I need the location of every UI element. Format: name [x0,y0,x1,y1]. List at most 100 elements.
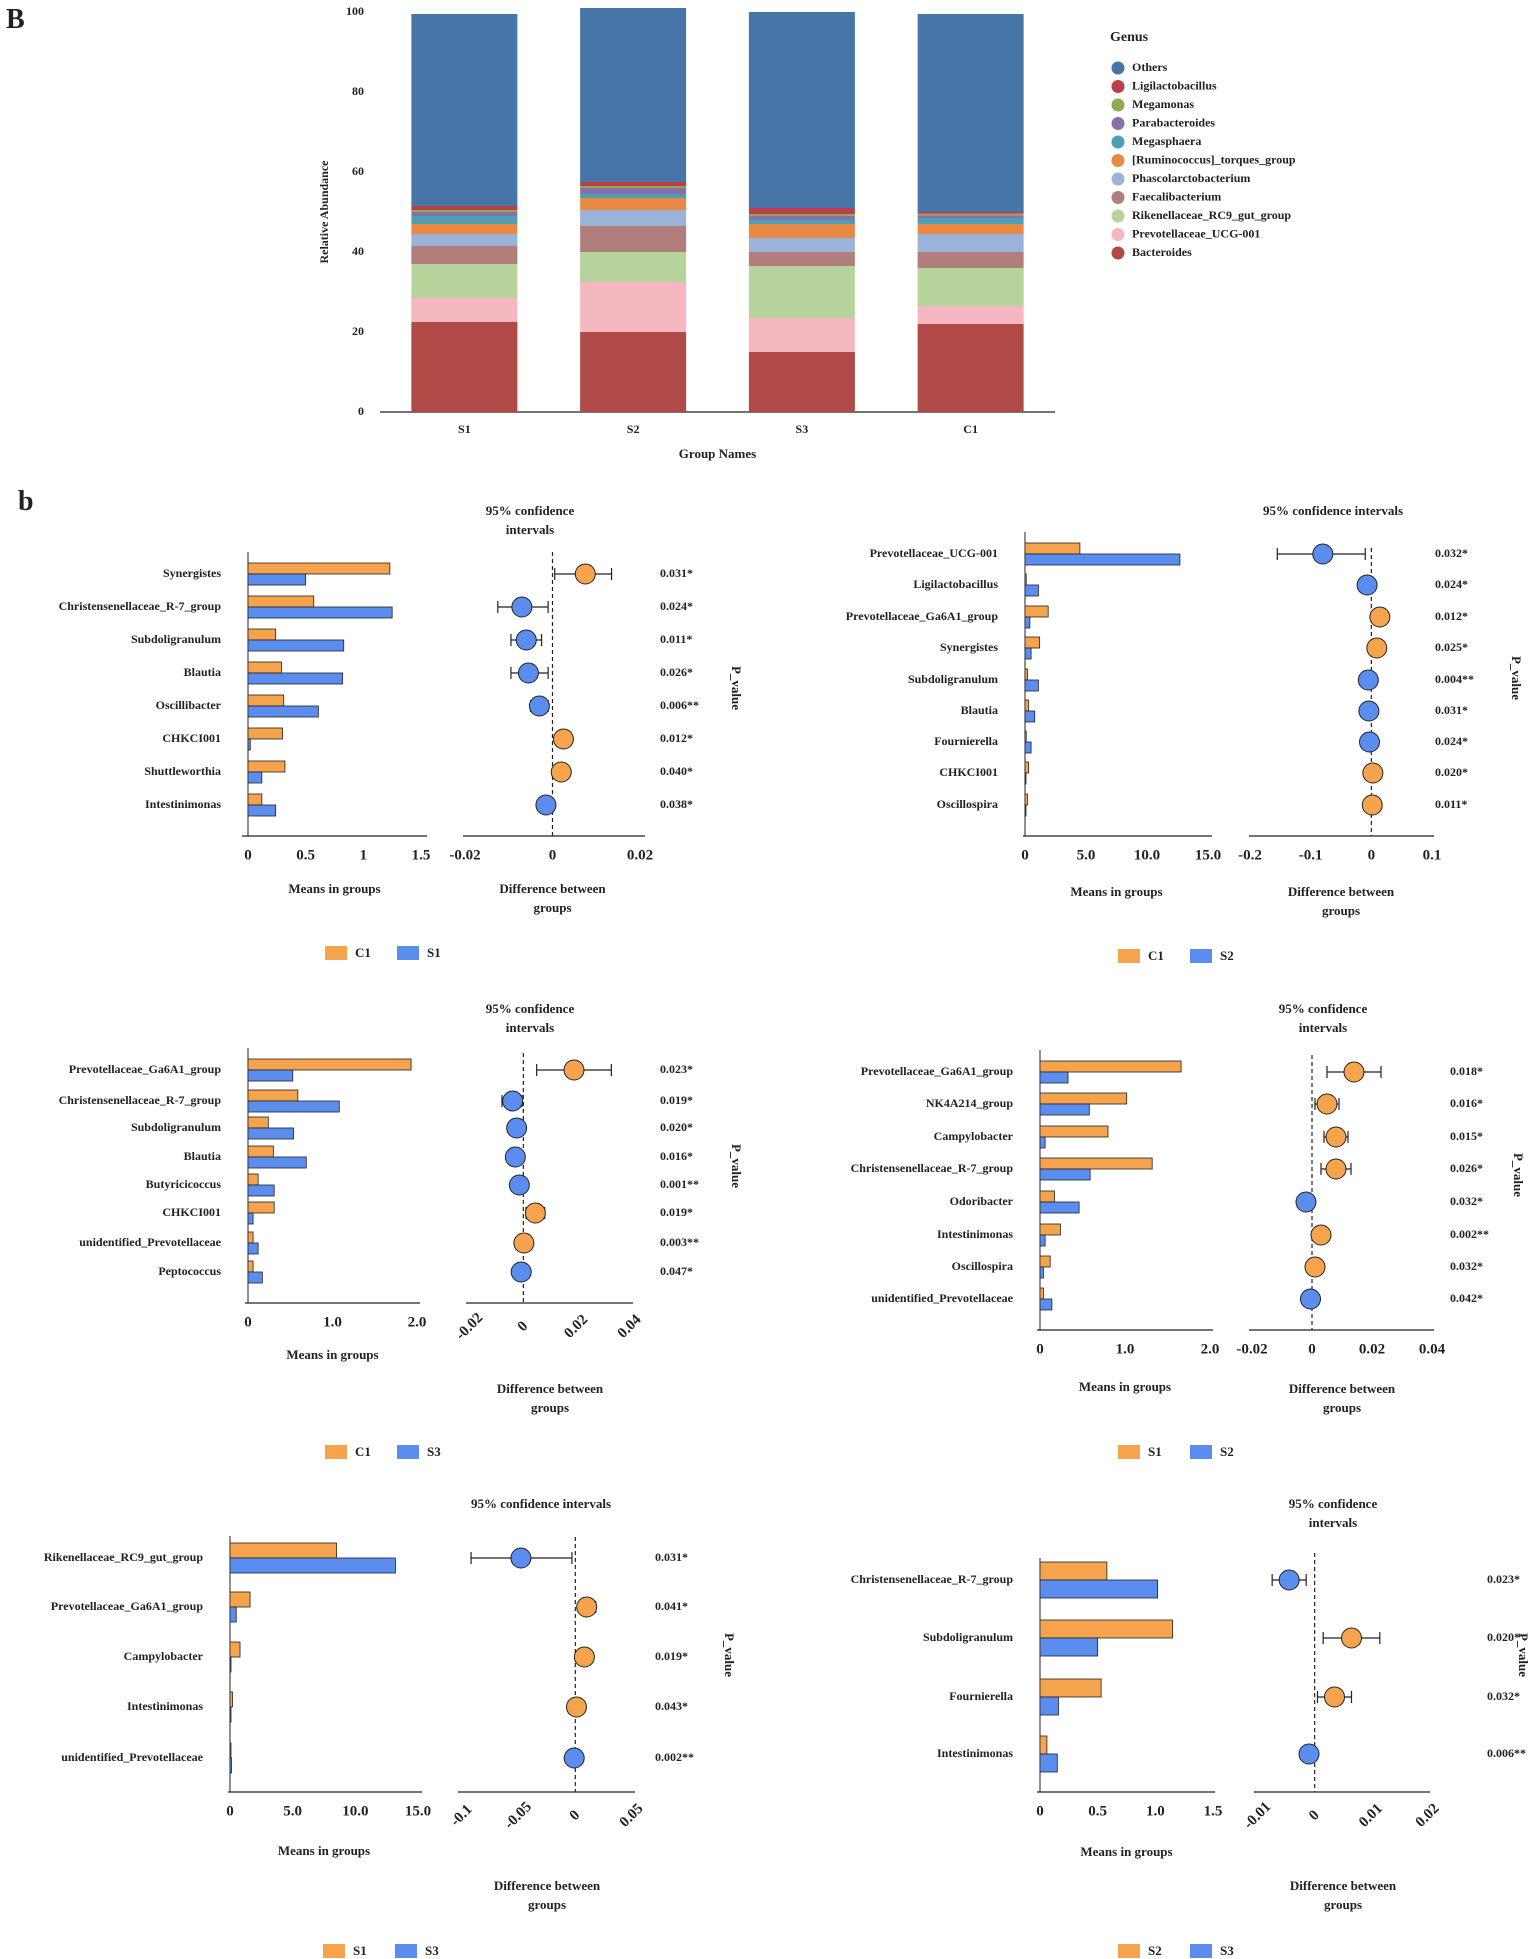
legend-swatch-a [325,1445,347,1459]
diff-tick-label: 0.04 [1419,1341,1446,1357]
means-tick-label: 1.0 [1116,1341,1135,1357]
legend-swatch-b [1190,1944,1212,1958]
bar-group-b [1039,1136,1046,1149]
p-value: 0.012* [1435,609,1468,623]
y-tick-label: 20 [352,324,364,338]
bar-segment [917,212,1024,214]
panel-C1_vs_S3: 95% confidence intervals 0 1.0 2.0 -0.02 0 0.02… [59,1001,744,1459]
diff-point [1304,1256,1326,1278]
bar-segment [917,252,1024,268]
bar-segment [580,282,687,332]
diff-point [1300,1288,1321,1310]
bar-group-b [229,1557,396,1574]
bar-group-b [247,1156,307,1169]
bar-segment [917,234,1024,252]
diff-point [1324,1686,1345,1708]
bar-group-b [1039,1234,1046,1247]
diff-tick-label: -0.1 [448,1802,476,1830]
diff-point [513,1232,535,1254]
bar-group-b [1024,804,1027,817]
bar-group-a [229,1691,233,1708]
bar-group-a [247,1058,412,1071]
diff-axis-label: Difference between [497,1381,604,1396]
means-axis-label: Means in groups [278,1843,370,1858]
p-value: 0.026* [660,665,693,679]
bar-group-b [247,738,251,751]
bar-segment [748,318,855,352]
bar-group-a [1024,573,1027,586]
p-value: 0.019* [660,1093,693,1107]
bar-segment [917,213,1024,216]
diff-tick-label: 0.04 [615,1311,645,1341]
bar-segment [411,246,518,264]
means-axis-label: Means in groups [288,881,380,896]
ci-title: intervals [1309,1515,1357,1530]
p-value: 0.032* [1435,546,1468,560]
legend-swatch-a [1118,949,1140,963]
bar-group-b [247,1100,340,1113]
bar-group-b [229,1757,232,1774]
panel-S1_vs_S3: 95% confidence intervals 0 5.0 10.0 15.0 -0.1… [44,1496,737,1958]
feature-label: Blautia [184,1149,221,1163]
diff-point [510,1547,532,1569]
feature-label: Ligilactobacillus [913,577,998,591]
ci-title: intervals [506,1020,554,1035]
bar-group-b [1024,616,1031,629]
feature-label: Prevotellaceae_Ga6A1_group [861,1064,1014,1078]
feature-label: Subdoligranulum [923,1630,1013,1644]
diff-point [528,695,550,717]
means-tick-label: 0 [244,1314,252,1330]
bar-group-b [229,1706,232,1723]
legend-marker [1111,61,1125,75]
feature-label: Synergistes [163,566,221,580]
diff-point [1316,1093,1338,1115]
diff-tick-label: -0.02 [453,1310,486,1343]
legend-label: Megasphaera [1132,134,1201,148]
bar-segment [411,224,518,234]
y-tick-label: 0 [358,404,364,418]
legend-marker [1111,228,1125,241]
diff-tick-label: 0.02 [1413,1801,1443,1831]
p-value: 0.019* [655,1649,688,1663]
diff-point [563,1059,585,1081]
bar-group-b [247,573,307,586]
means-axis-label: Means in groups [1079,1379,1171,1394]
means-tick-label: 1 [360,847,368,863]
bar-segment [411,216,518,224]
y-tick-label: 80 [352,84,364,98]
bar-segment [917,306,1024,324]
legend-label-a: C1 [1148,948,1164,963]
bar-segment [748,252,855,266]
bar-group-b [247,1271,263,1284]
bar-group-b [1039,1696,1059,1716]
bar-group-a [1039,1125,1109,1138]
feature-label: CHKCI001 [162,731,221,745]
bar-group-a [229,1591,251,1608]
feature-label: NK4A214_group [926,1096,1013,1110]
diff-axis-label: groups [533,900,571,915]
diff-point [535,794,557,816]
bar-group-b [1039,1266,1044,1279]
feature-label: Fournierella [934,734,998,748]
bar-group-b [229,1656,232,1673]
diff-axis-label: groups [528,1897,566,1912]
bar-group-a [1024,668,1028,681]
means-axis-label: Means in groups [1070,884,1162,899]
p-value: 0.032* [1487,1689,1520,1703]
means-tick-label: 10.0 [1134,847,1160,863]
diff-point [574,563,596,585]
p-value: 0.001** [660,1177,699,1191]
diff-point [1359,731,1381,753]
feature-label: Campylobacter [934,1129,1014,1143]
p-value: 0.024* [1435,577,1468,591]
legend-title: Genus [1110,30,1149,45]
bar-group-a [229,1742,232,1759]
ci-title: 95% confidence intervals [1263,503,1403,518]
diff-point [1366,637,1388,659]
ci-title: 95% confidence [486,503,575,518]
bar-segment [580,332,687,412]
y-tick-label: 100 [346,4,364,18]
bar-group-a [1024,605,1049,618]
means-tick-label: 2.0 [408,1314,427,1330]
means-tick-label: 0.5 [1088,1803,1107,1819]
